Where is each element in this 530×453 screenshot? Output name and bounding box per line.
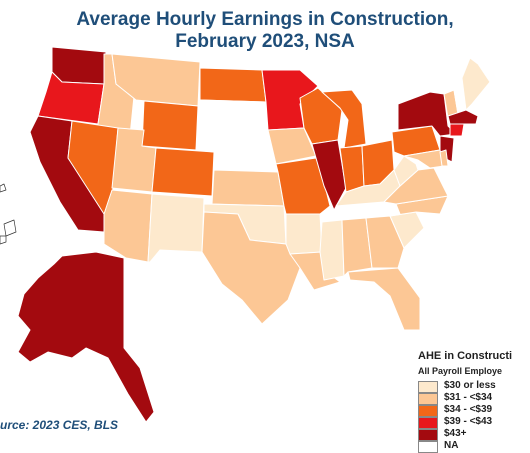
legend-label: $43+ — [444, 428, 467, 439]
legend-swatch — [418, 417, 438, 429]
legend-swatch — [418, 393, 438, 405]
legend-title: AHE in Constructi — [418, 350, 513, 362]
state-AL — [341, 217, 373, 277]
state-IL — [311, 139, 347, 211]
state-ND — [199, 67, 267, 103]
state-AZ — [103, 189, 153, 263]
state-SD — [197, 99, 269, 139]
state-DE — [439, 149, 449, 167]
legend-label: $31 - <$34 — [444, 392, 493, 403]
source-note: urce: 2023 CES, BLS — [0, 418, 119, 432]
legend-swatch — [418, 405, 438, 417]
state-MI — [321, 89, 367, 149]
state-MS — [319, 219, 345, 281]
state-CO — [151, 147, 215, 197]
state-WV — [393, 155, 419, 187]
legend-swatch — [418, 381, 438, 393]
state-CT — [449, 123, 465, 137]
state-AR — [285, 213, 323, 255]
state-FL — [347, 267, 421, 331]
state-GA — [365, 215, 405, 269]
legend-label: $34 - <$39 — [444, 404, 493, 415]
us-choropleth-map — [0, 46, 491, 423]
legend-subtitle: All Payroll Employe — [418, 366, 503, 376]
state-ME — [461, 57, 491, 111]
state-MD — [403, 149, 445, 169]
map-title-line-1: Average Hourly Earnings in Construction, — [76, 9, 454, 30]
state-AK — [17, 251, 155, 423]
legend-swatch — [418, 429, 438, 441]
state-MA — [447, 109, 479, 125]
state-WA — [51, 46, 107, 85]
legend-label: $30 or less — [444, 380, 496, 391]
legend-swatch — [418, 441, 438, 453]
state-KS — [211, 169, 285, 207]
state-HI-2 — [0, 235, 7, 245]
state-HI-3 — [0, 183, 7, 193]
state-NM — [147, 193, 205, 263]
state-WY — [141, 100, 199, 151]
legend-label: $39 - <$43 — [444, 416, 493, 427]
state-HI-1 — [3, 219, 17, 237]
state-TX — [201, 211, 301, 325]
map-title-line-2: February 2023, NSA — [175, 31, 355, 52]
